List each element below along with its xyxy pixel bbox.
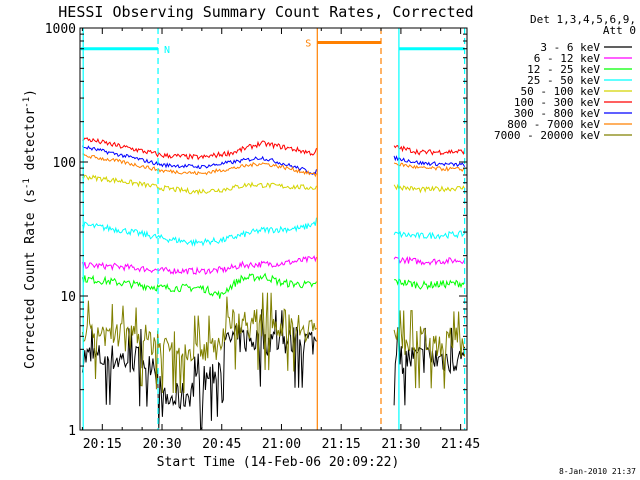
series-line-5-segment-0 [82, 137, 317, 161]
y-axis-title-end: ) [23, 89, 38, 97]
y-tick-label-1: 10 [60, 290, 76, 305]
series-line-0-segment-0 [81, 309, 317, 430]
legend-header-1: Att 0 [603, 24, 636, 37]
axes: 20:15 20:30 20:45 21:00 21:15 21:30 21:45 1 10 10… [45, 22, 481, 452]
y-axis-title-mid: detector [23, 108, 38, 179]
legend-label-0: 3 - 6 keV [540, 41, 600, 54]
series-line-6-segment-1 [393, 155, 466, 167]
y-tick-label-0: 1 [68, 424, 76, 439]
y-tick-label-3: 1000 [45, 22, 76, 37]
y-axis-title: Corrected Count Rate (s-1 detector-1) [22, 89, 38, 369]
legend-label-3: 25 - 50 keV [527, 74, 600, 87]
timestamp: 8-Jan-2010 21:37 [559, 467, 636, 476]
chart-title: HESSI Observing Summary Count Rates, Cor… [58, 3, 473, 21]
series-line-3-segment-1 [393, 230, 465, 240]
series-line-7-segment-1 [393, 162, 465, 173]
series-line-1-segment-0 [81, 255, 317, 275]
y-axis-title-sup2: -1 [22, 97, 32, 108]
series-line-6-segment-0 [81, 145, 317, 175]
series-line-8-segment-0 [81, 292, 317, 394]
legend-header-0: Det 1,3,4,5,6,9, [530, 13, 636, 26]
x-tick-label-3: 21:00 [262, 437, 301, 452]
series-line-2-segment-1 [394, 277, 466, 291]
y-axis-title-sup1: -1 [22, 178, 32, 189]
legend-label-4: 50 - 100 keV [521, 85, 601, 98]
y-tick-label-2: 100 [53, 156, 76, 171]
series-line-1-segment-1 [393, 256, 466, 266]
plot-area: NS [80, 28, 466, 430]
series-line-5-segment-1 [393, 145, 466, 156]
legend-label-5: 100 - 300 keV [514, 96, 600, 109]
legend-label-6: 300 - 800 keV [514, 107, 600, 120]
plot-content: NS [80, 28, 466, 430]
status-bar-label-1: S [305, 38, 311, 49]
series-line-2-segment-0 [81, 272, 317, 299]
series-line-4-segment-1 [393, 183, 466, 194]
x-axis-title: Start Time (14-Feb-06 20:09:22) [157, 455, 400, 470]
status-bar-label-0: N [164, 45, 170, 56]
x-tick-label-2: 20:45 [202, 437, 241, 452]
y-axis-title-main: Corrected Count Rate (s [23, 189, 38, 369]
x-tick-label-4: 21:15 [322, 437, 361, 452]
legend-label-8: 7000 - 20000 keV [494, 129, 600, 142]
series-line-3-segment-0 [81, 217, 317, 247]
x-tick-label-0: 20:15 [83, 437, 122, 452]
legend-label-2: 12 - 25 keV [527, 63, 600, 76]
x-tick-label-1: 20:30 [142, 437, 181, 452]
legend-label-1: 6 - 12 keV [534, 52, 601, 65]
x-tick-label-5: 21:30 [381, 437, 420, 452]
series-line-4-segment-0 [82, 174, 317, 196]
x-tick-label-6: 21:45 [441, 437, 480, 452]
series-line-7-segment-0 [82, 153, 317, 178]
series-line-8-segment-1 [393, 310, 466, 389]
plot-frame [79, 27, 468, 431]
series-line-0-segment-1 [393, 327, 466, 406]
legend-label-7: 800 - 7000 keV [507, 118, 600, 131]
